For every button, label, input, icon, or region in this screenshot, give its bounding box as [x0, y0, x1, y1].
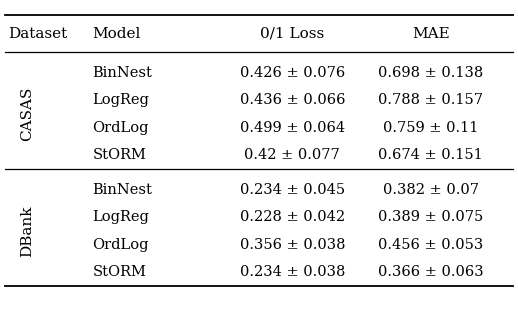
Text: DBank: DBank	[20, 205, 34, 257]
Text: 0.366 ± 0.063: 0.366 ± 0.063	[378, 265, 483, 279]
Text: 0.698 ± 0.138: 0.698 ± 0.138	[378, 66, 483, 80]
Text: 0.382 ± 0.07: 0.382 ± 0.07	[383, 183, 479, 197]
Text: OrdLog: OrdLog	[92, 238, 149, 252]
Text: MAE: MAE	[412, 27, 450, 41]
Text: 0.234 ± 0.038: 0.234 ± 0.038	[240, 265, 345, 279]
Text: 0.228 ± 0.042: 0.228 ± 0.042	[240, 210, 345, 224]
Text: CASAS: CASAS	[20, 87, 34, 141]
Text: StORM: StORM	[92, 148, 146, 162]
Text: LogReg: LogReg	[92, 210, 149, 224]
Text: 0.436 ± 0.066: 0.436 ± 0.066	[239, 93, 345, 107]
Text: 0.234 ± 0.045: 0.234 ± 0.045	[240, 183, 345, 197]
Text: 0.674 ± 0.151: 0.674 ± 0.151	[378, 148, 483, 162]
Text: BinNest: BinNest	[92, 66, 152, 80]
Text: 0.426 ± 0.076: 0.426 ± 0.076	[240, 66, 345, 80]
Text: BinNest: BinNest	[92, 183, 152, 197]
Text: 0.499 ± 0.064: 0.499 ± 0.064	[240, 121, 345, 135]
Text: 0.356 ± 0.038: 0.356 ± 0.038	[239, 238, 345, 252]
Text: 0/1 Loss: 0/1 Loss	[260, 27, 324, 41]
Text: StORM: StORM	[92, 265, 146, 279]
Text: Model: Model	[92, 27, 141, 41]
Text: 0.759 ± 0.11: 0.759 ± 0.11	[383, 121, 478, 135]
Text: 0.788 ± 0.157: 0.788 ± 0.157	[378, 93, 483, 107]
Text: 0.389 ± 0.075: 0.389 ± 0.075	[378, 210, 483, 224]
Text: 0.456 ± 0.053: 0.456 ± 0.053	[378, 238, 483, 252]
Text: Dataset: Dataset	[8, 27, 67, 41]
Text: LogReg: LogReg	[92, 93, 149, 107]
Text: OrdLog: OrdLog	[92, 121, 149, 135]
Text: 0.42 ± 0.077: 0.42 ± 0.077	[244, 148, 340, 162]
